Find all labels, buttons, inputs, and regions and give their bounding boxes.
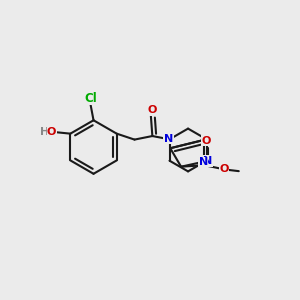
Text: O: O — [201, 136, 211, 146]
Text: N: N — [199, 157, 208, 167]
Text: O: O — [219, 164, 229, 174]
Text: O: O — [148, 106, 157, 116]
Text: N: N — [203, 156, 212, 166]
Text: O: O — [47, 127, 56, 137]
Text: H: H — [40, 127, 49, 137]
Text: N: N — [164, 134, 173, 144]
Text: Cl: Cl — [84, 92, 97, 105]
